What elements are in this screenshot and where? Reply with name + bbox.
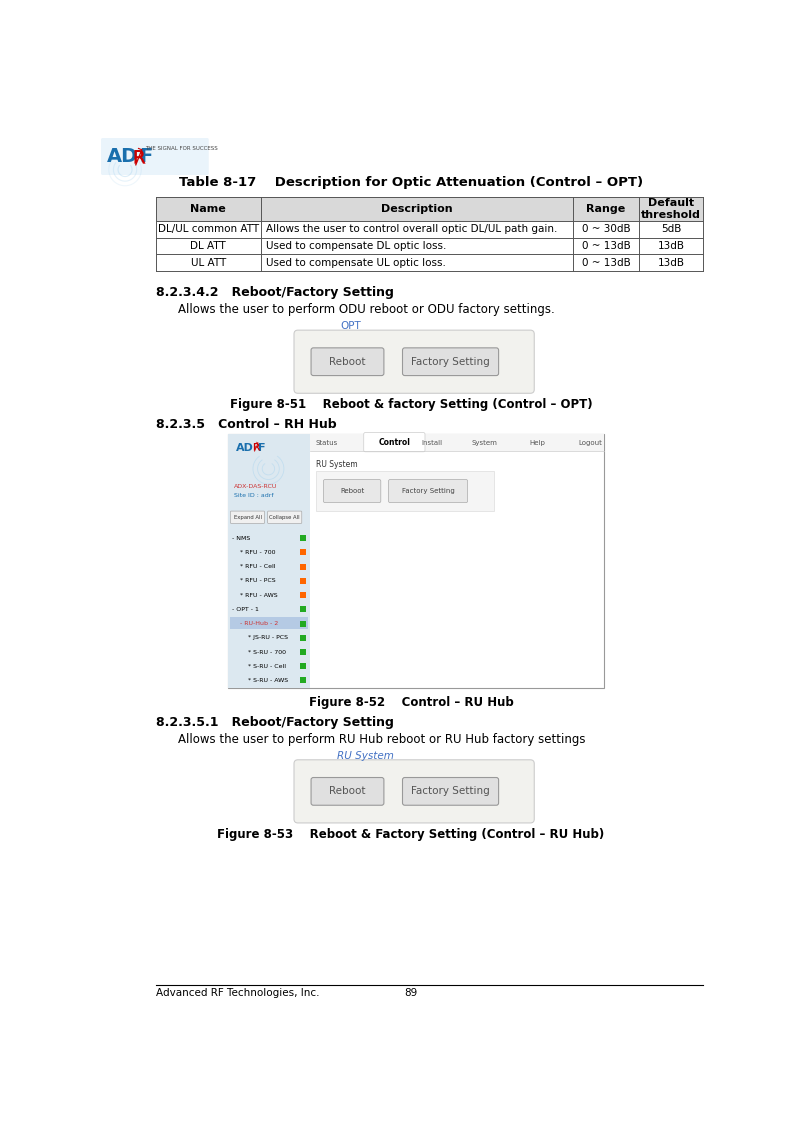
Text: * RFU - 700: * RFU - 700 xyxy=(240,550,275,555)
Text: Collapse All: Collapse All xyxy=(269,515,300,520)
Text: Used to compensate DL optic loss.: Used to compensate DL optic loss. xyxy=(266,241,447,251)
Text: Factory Setting: Factory Setting xyxy=(402,489,455,494)
Text: 13dB: 13dB xyxy=(658,258,685,268)
FancyBboxPatch shape xyxy=(294,330,534,394)
Text: Used to compensate UL optic loss.: Used to compensate UL optic loss. xyxy=(266,258,446,268)
FancyBboxPatch shape xyxy=(311,777,384,805)
Text: 13dB: 13dB xyxy=(658,241,685,251)
Text: Default
threshold: Default threshold xyxy=(641,198,701,219)
Text: 89: 89 xyxy=(404,988,418,999)
Text: ℟: ℟ xyxy=(252,443,260,454)
Text: ℟: ℟ xyxy=(133,149,145,167)
FancyBboxPatch shape xyxy=(101,138,209,175)
Text: DL ATT: DL ATT xyxy=(191,241,226,251)
Text: 0 ~ 13dB: 0 ~ 13dB xyxy=(581,241,630,251)
Text: Status: Status xyxy=(315,440,338,446)
Bar xyxy=(229,618,308,629)
Bar xyxy=(156,222,703,238)
FancyBboxPatch shape xyxy=(268,511,302,524)
Text: 0 ~ 30dB: 0 ~ 30dB xyxy=(581,224,630,234)
Text: Control: Control xyxy=(379,438,411,447)
Text: Install: Install xyxy=(421,440,443,446)
Text: 5dB: 5dB xyxy=(661,224,681,234)
Text: Site ID : adrf: Site ID : adrf xyxy=(234,493,273,498)
Text: Expand All: Expand All xyxy=(233,515,261,520)
Text: Reboot: Reboot xyxy=(340,489,364,494)
Text: Factory Setting: Factory Setting xyxy=(411,356,490,366)
Text: * RFU - Cell: * RFU - Cell xyxy=(240,564,275,569)
Text: * S-RU - AWS: * S-RU - AWS xyxy=(248,677,288,683)
FancyBboxPatch shape xyxy=(403,777,499,805)
Text: Figure 8-53    Reboot & Factory Setting (Control – RU Hub): Figure 8-53 Reboot & Factory Setting (Co… xyxy=(217,828,605,841)
Text: Allows the user to perform ODU reboot or ODU factory settings.: Allows the user to perform ODU reboot or… xyxy=(178,303,554,316)
Text: * RFU - PCS: * RFU - PCS xyxy=(240,578,275,584)
Text: Factory Setting: Factory Setting xyxy=(411,786,490,796)
Text: 0 ~ 13dB: 0 ~ 13dB xyxy=(581,258,630,268)
FancyBboxPatch shape xyxy=(294,760,534,823)
Text: RU System: RU System xyxy=(316,460,358,469)
Text: Name: Name xyxy=(191,204,226,214)
Text: THE SIGNAL FOR SUCCESS: THE SIGNAL FOR SUCCESS xyxy=(145,146,218,152)
Text: AD: AD xyxy=(236,443,253,452)
Text: ADX-DAS-RCU: ADX-DAS-RCU xyxy=(234,484,277,489)
FancyBboxPatch shape xyxy=(323,480,381,502)
Text: F: F xyxy=(139,147,152,166)
Text: Help: Help xyxy=(529,440,545,446)
Text: - NMS: - NMS xyxy=(232,536,250,541)
Text: * RFU - AWS: * RFU - AWS xyxy=(240,593,277,597)
FancyBboxPatch shape xyxy=(230,511,265,524)
Text: DL/UL common ATT: DL/UL common ATT xyxy=(158,224,259,234)
Text: System: System xyxy=(472,440,497,446)
Text: OPT: OPT xyxy=(341,321,361,331)
Text: Figure 8-52    Control – RU Hub: Figure 8-52 Control – RU Hub xyxy=(309,696,513,708)
Bar xyxy=(156,197,703,222)
Text: * JS-RU - PCS: * JS-RU - PCS xyxy=(248,636,287,640)
Text: Range: Range xyxy=(586,204,626,214)
Bar xyxy=(156,254,703,270)
Text: Description: Description xyxy=(381,204,452,214)
Text: 8.2.3.4.2   Reboot/Factory Setting: 8.2.3.4.2 Reboot/Factory Setting xyxy=(156,286,394,299)
FancyBboxPatch shape xyxy=(311,348,384,375)
Bar xyxy=(228,434,310,688)
Text: Logout: Logout xyxy=(578,440,602,446)
Bar xyxy=(310,434,604,451)
Bar xyxy=(228,434,604,688)
FancyBboxPatch shape xyxy=(403,348,499,375)
Text: * S-RU - 700: * S-RU - 700 xyxy=(248,649,286,655)
Text: RU System: RU System xyxy=(337,751,394,761)
Text: Figure 8-51    Reboot & factory Setting (Control – OPT): Figure 8-51 Reboot & factory Setting (Co… xyxy=(229,398,593,412)
Text: 8.2.3.5.1   Reboot/Factory Setting: 8.2.3.5.1 Reboot/Factory Setting xyxy=(156,716,394,728)
Text: - RU-Hub - 2: - RU-Hub - 2 xyxy=(240,621,278,627)
Text: * S-RU - Cell: * S-RU - Cell xyxy=(248,664,286,668)
FancyBboxPatch shape xyxy=(364,432,425,451)
Text: Advanced RF Technologies, Inc.: Advanced RF Technologies, Inc. xyxy=(156,988,319,999)
Text: Allows the user to perform RU Hub reboot or RU Hub factory settings: Allows the user to perform RU Hub reboot… xyxy=(178,733,585,745)
Text: Table 8-17    Description for Optic Attenuation (Control – OPT): Table 8-17 Description for Optic Attenua… xyxy=(179,176,643,189)
Text: Reboot: Reboot xyxy=(330,356,366,366)
FancyBboxPatch shape xyxy=(388,480,468,502)
Text: F: F xyxy=(257,443,265,452)
Bar xyxy=(316,470,494,511)
Text: Reboot: Reboot xyxy=(330,786,366,796)
Text: AD: AD xyxy=(107,147,138,166)
Text: Allows the user to control overall optic DL/UL path gain.: Allows the user to control overall optic… xyxy=(266,224,557,234)
Text: UL ATT: UL ATT xyxy=(191,258,226,268)
Text: 8.2.3.5   Control – RH Hub: 8.2.3.5 Control – RH Hub xyxy=(156,418,337,431)
Bar xyxy=(156,238,703,254)
Text: - OPT - 1: - OPT - 1 xyxy=(232,606,259,612)
